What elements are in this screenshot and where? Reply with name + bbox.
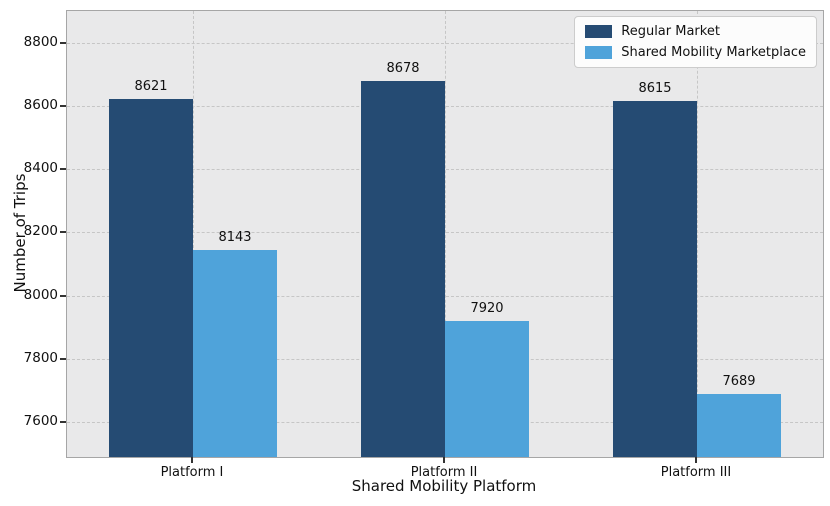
y-tick-label: 7600 — [23, 413, 58, 430]
bar-value-label: 8615 — [638, 81, 672, 97]
v-gridline — [697, 11, 698, 457]
x-tick-mark — [695, 457, 697, 463]
bar-value-label: 7689 — [722, 374, 756, 390]
x-tick-mark — [191, 457, 193, 463]
x-tick-mark — [443, 457, 445, 463]
legend-label: Regular Market — [621, 24, 720, 39]
y-tick-label: 8000 — [23, 286, 58, 303]
legend-item-shared-mobility-marketplace: Shared Mobility Marketplace — [585, 45, 806, 60]
x-tick-label: Platform I — [160, 465, 224, 480]
plot-area: Regular Market Shared Mobility Marketpla… — [66, 10, 824, 458]
y-tick-mark — [60, 357, 66, 360]
legend-item-regular-market: Regular Market — [585, 24, 806, 39]
legend-swatch-regular-market — [585, 25, 613, 38]
bar — [361, 81, 445, 457]
x-tick-label: Platform III — [660, 465, 732, 480]
x-tick-label: Platform II — [410, 465, 478, 480]
y-tick-mark — [60, 294, 66, 297]
y-tick-label: 8200 — [23, 223, 58, 240]
y-tick-mark — [60, 168, 66, 171]
v-gridline — [193, 11, 194, 457]
y-tick-mark — [60, 41, 66, 44]
y-tick-label: 8800 — [23, 33, 58, 50]
y-tick-mark — [60, 421, 66, 424]
y-tick-label: 8400 — [23, 160, 58, 177]
bar — [613, 101, 697, 457]
bar — [697, 394, 781, 457]
bar — [193, 250, 277, 457]
bar-value-label: 8621 — [134, 79, 168, 95]
bar-value-label: 8678 — [386, 61, 420, 77]
bar — [109, 99, 193, 457]
y-tick-label: 8600 — [23, 96, 58, 113]
v-gridline — [445, 11, 446, 457]
y-tick-mark — [60, 104, 66, 107]
legend-label: Shared Mobility Marketplace — [621, 45, 806, 60]
bar-value-label: 7920 — [470, 300, 504, 316]
y-tick-label: 7800 — [23, 349, 58, 366]
bar — [445, 320, 529, 457]
legend-swatch-shared-mobility-marketplace — [585, 46, 613, 59]
y-tick-mark — [60, 231, 66, 234]
legend: Regular Market Shared Mobility Marketpla… — [574, 16, 817, 68]
x-axis-label: Shared Mobility Platform — [351, 477, 537, 495]
bar-value-label: 8143 — [218, 230, 252, 246]
